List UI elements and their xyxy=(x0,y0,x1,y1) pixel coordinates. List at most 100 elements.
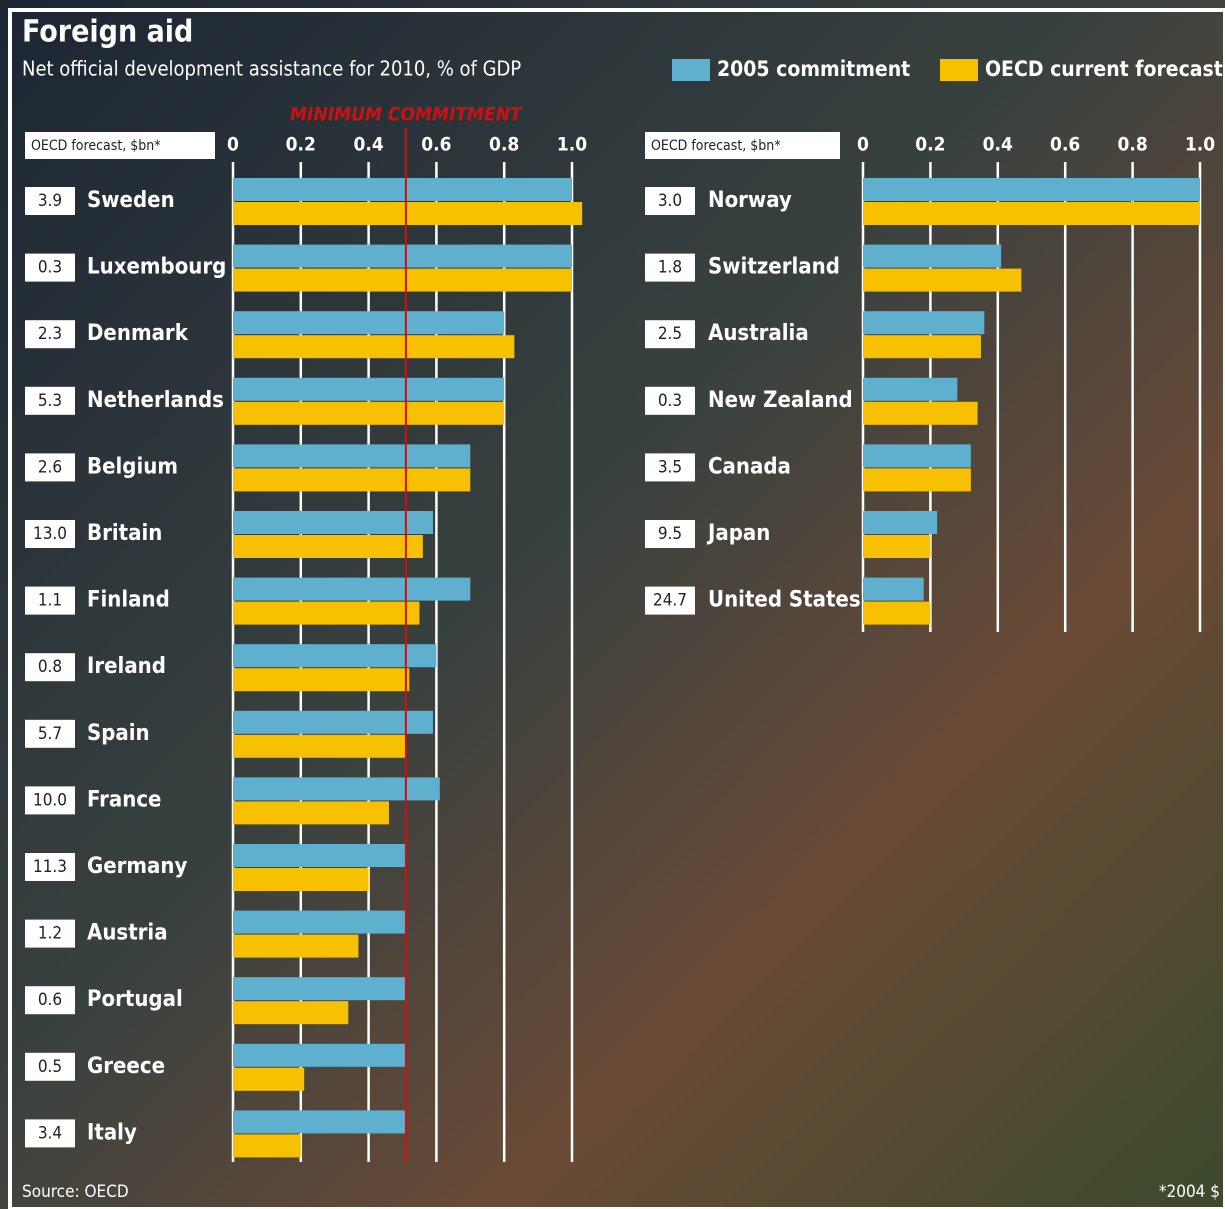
forecast-value: 3.4 xyxy=(38,1123,62,1143)
forecast-box xyxy=(25,786,75,815)
chart-subtitle: Net official development assistance for … xyxy=(22,57,521,81)
bar xyxy=(863,202,1200,225)
x-tick-label: 0.6 xyxy=(1050,134,1080,156)
forecast-box xyxy=(25,320,75,349)
category-label: France xyxy=(87,787,162,812)
forecast-value: 5.3 xyxy=(38,391,62,411)
forecast-value: 3.0 xyxy=(658,191,682,211)
forecast-box xyxy=(25,986,75,1015)
bar xyxy=(233,1001,349,1025)
category-label: Italy xyxy=(87,1120,137,1145)
category-label: Sweden xyxy=(87,188,175,213)
forecast-box xyxy=(645,187,695,215)
reference-label: MINIMUM COMMITMENT xyxy=(290,104,523,126)
category-label: Finland xyxy=(87,588,170,613)
forecast-value: 2.3 xyxy=(38,324,62,344)
bar xyxy=(233,601,420,625)
bar xyxy=(233,710,434,734)
bar xyxy=(233,934,359,958)
bar xyxy=(863,244,1002,268)
forecast-box xyxy=(25,586,75,615)
x-tick-label: 0.8 xyxy=(1117,134,1147,156)
forecast-value: 0.8 xyxy=(38,657,62,677)
category-label: Netherlands xyxy=(87,388,224,413)
bar xyxy=(233,377,505,401)
bar xyxy=(863,577,924,601)
bar xyxy=(863,268,1022,292)
category-label: Austria xyxy=(87,921,168,946)
source: Source: OECD xyxy=(22,1182,129,1202)
category-label: United States xyxy=(708,588,861,613)
bar xyxy=(233,311,505,335)
category-label: Switzerland xyxy=(708,255,840,280)
forecast-value: 24.7 xyxy=(653,591,687,611)
legend-swatch xyxy=(940,59,978,81)
bar xyxy=(233,178,572,201)
forecast-value: 0.3 xyxy=(38,258,62,278)
category-label: Canada xyxy=(708,454,791,479)
category-label: Greece xyxy=(87,1054,165,1079)
forecast-box xyxy=(25,919,75,948)
category-label: Luxembourg xyxy=(87,255,226,280)
bar xyxy=(233,1043,406,1067)
bar xyxy=(233,468,471,492)
bar xyxy=(233,644,437,668)
forecast-header-box xyxy=(645,132,840,159)
forecast-box xyxy=(25,653,75,682)
forecast-value: 0.5 xyxy=(38,1057,62,1077)
bar xyxy=(863,377,958,401)
x-tick-label: 0.2 xyxy=(915,134,945,156)
category-label: Britain xyxy=(87,521,162,546)
forecast-box xyxy=(645,453,695,482)
bar xyxy=(233,401,505,425)
bar xyxy=(863,178,1200,201)
category-label: New Zealand xyxy=(708,388,853,413)
forecast-value: 11.3 xyxy=(33,857,67,877)
legend-label: 2005 commitment xyxy=(717,57,910,81)
bar xyxy=(233,668,410,692)
legend-swatch xyxy=(672,59,710,81)
category-label: Belgium xyxy=(87,454,178,479)
forecast-box xyxy=(25,853,75,881)
forecast-header: OECD forecast, $bn* xyxy=(31,138,161,154)
forecast-value: 0.3 xyxy=(658,391,682,411)
bar xyxy=(233,268,572,292)
bar xyxy=(863,335,981,359)
bar xyxy=(233,868,369,891)
bar xyxy=(863,535,931,558)
category-label: Japan xyxy=(706,521,770,546)
forecast-value: 3.9 xyxy=(38,191,62,211)
category-label: Australia xyxy=(708,321,809,346)
forecast-value: 1.2 xyxy=(38,924,62,944)
bar xyxy=(233,1134,301,1158)
x-tick-label: 0.2 xyxy=(286,134,316,156)
bar xyxy=(233,777,440,801)
bar xyxy=(863,311,985,335)
forecast-box xyxy=(25,386,75,415)
forecast-box xyxy=(25,520,75,548)
x-tick-label: 0.6 xyxy=(421,134,451,156)
forecast-header: OECD forecast, $bn* xyxy=(651,138,781,154)
forecast-value: 9.5 xyxy=(658,524,682,544)
bar xyxy=(863,468,971,492)
forecast-box xyxy=(25,1052,75,1081)
bar xyxy=(233,535,423,558)
forecast-value: 5.7 xyxy=(38,724,62,744)
bar xyxy=(233,801,389,825)
forecast-value: 1.8 xyxy=(658,258,682,278)
x-tick-label: 0.4 xyxy=(983,134,1013,156)
bar xyxy=(863,401,978,425)
forecast-value: 13.0 xyxy=(33,524,67,544)
footnote: *2004 $ xyxy=(1159,1182,1220,1202)
forecast-box xyxy=(645,320,695,349)
x-tick-label: 1.0 xyxy=(1185,134,1215,156)
category-label: Norway xyxy=(708,188,792,213)
bar xyxy=(233,1067,305,1091)
forecast-box xyxy=(645,520,695,548)
forecast-value: 0.6 xyxy=(38,990,62,1010)
bar xyxy=(863,511,938,534)
forecast-box xyxy=(25,719,75,748)
forecast-value: 2.6 xyxy=(38,457,62,477)
